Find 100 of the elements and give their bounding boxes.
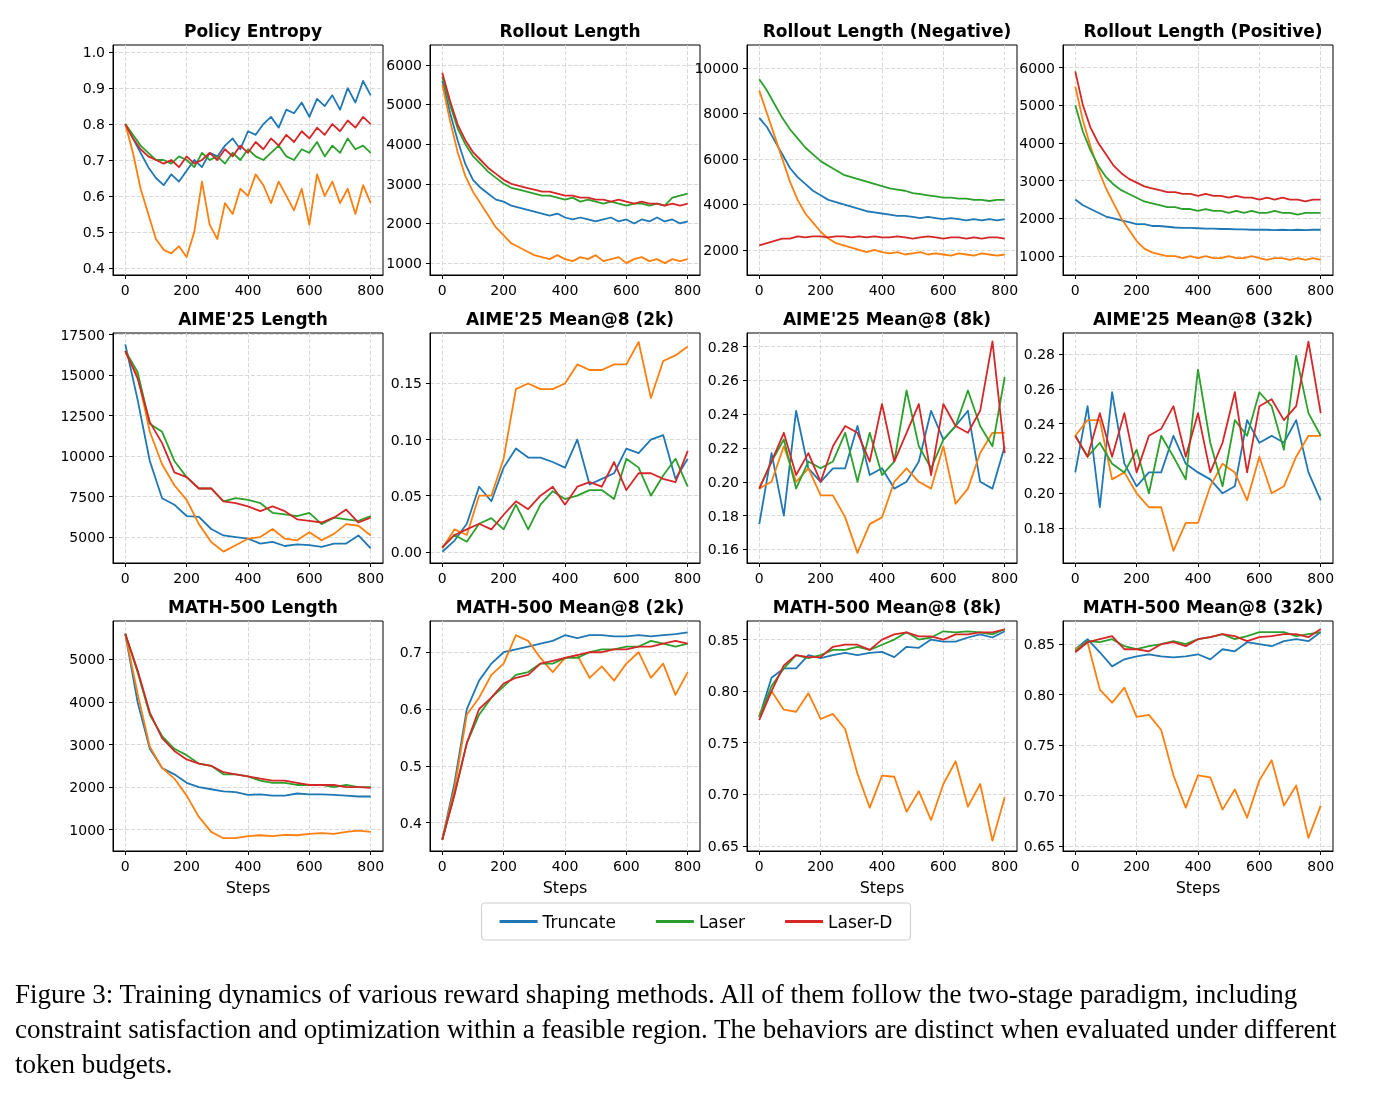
line-series — [758, 431, 1006, 554]
y-tick-label: 1000 — [386, 255, 422, 272]
y-tick-label: 10000 — [60, 448, 105, 465]
x-tick-label: 0 — [120, 570, 130, 586]
y-tick-label: 5000 — [386, 96, 422, 113]
x-tick-label: 200 — [490, 282, 517, 298]
line-series — [1074, 340, 1322, 474]
x-tick-label: 0 — [754, 858, 764, 874]
line-series — [758, 116, 1006, 222]
x-tick-label: 400 — [551, 570, 579, 586]
y-tick-label: 0.8 — [82, 116, 105, 133]
chart-title: AIME'25 Mean@8 (2k) — [465, 308, 675, 329]
chart-title: MATH-500 Mean@8 (8k) — [772, 596, 1002, 617]
y-tick-label: 0.80 — [1023, 686, 1055, 703]
legend-label: Truncate — [541, 911, 616, 932]
line-series — [1074, 641, 1322, 839]
y-tick-label: 0.70 — [707, 786, 739, 803]
line-series — [441, 434, 689, 553]
chart-title: Policy Entropy — [183, 20, 323, 41]
y-tick-label: 0.22 — [1023, 450, 1055, 467]
legend-label: Laser-D — [828, 911, 893, 932]
line-series — [441, 83, 689, 264]
caption: Figure 3: Training dynamics of various reward shaping methods. All of them follow the two-stage paradigm, including constraint satisfaction and optimization within a feasible region. The behaviors are distinct when evaluated under different token budgets. — [15, 978, 1344, 1079]
x-tick-label: 400 — [234, 570, 262, 586]
x-tick-label: 0 — [1070, 570, 1080, 586]
line-series — [758, 78, 1006, 202]
y-tick-label: 0.5 — [399, 757, 422, 774]
line-series — [1074, 70, 1322, 203]
y-tick-label: 0.7 — [82, 152, 105, 168]
x-tick-label: 400 — [551, 858, 579, 874]
line-series — [758, 409, 1006, 525]
x-tick-label: 200 — [807, 282, 834, 298]
y-tick-label: 1000 — [1019, 248, 1055, 265]
x-tick-label: 600 — [930, 858, 957, 874]
y-tick-label: 7500 — [69, 488, 105, 505]
x-tick-label: 0 — [437, 570, 447, 586]
y-tick-label: 2000 — [69, 779, 105, 796]
y-tick-label: 0.7 — [399, 644, 422, 661]
y-tick-label: 0.10 — [390, 431, 422, 448]
x-tick-label: 800 — [1307, 858, 1335, 874]
y-tick-label: 0.6 — [82, 187, 106, 204]
y-tick-label: 0.28 — [1023, 345, 1055, 362]
x-tick-label: 400 — [234, 282, 262, 298]
y-tick-label: 10000 — [694, 59, 739, 76]
y-tick-label: 0.18 — [707, 507, 739, 524]
line-series — [1074, 198, 1322, 232]
x-tick-label: 400 — [868, 858, 896, 874]
y-tick-label: 0.75 — [707, 734, 739, 751]
x-tick-label: 600 — [1246, 282, 1273, 298]
y-tick-label: 0.70 — [1023, 787, 1055, 804]
y-tick-label: 6000 — [1019, 59, 1055, 76]
y-tick-label: 4000 — [69, 693, 105, 710]
y-tick-label: 12500 — [60, 407, 105, 424]
y-tick-label: 0.00 — [390, 543, 422, 560]
x-tick-label: 600 — [613, 858, 640, 874]
x-tick-label: 200 — [490, 570, 517, 586]
chart-title: MATH-500 Mean@8 (2k) — [455, 596, 685, 617]
x-tick-label: 400 — [1184, 570, 1212, 586]
x-tick-label: 400 — [234, 858, 262, 874]
line-series — [124, 123, 372, 258]
y-tick-label: 2000 — [1019, 210, 1055, 227]
x-tick-label: 0 — [437, 858, 447, 874]
y-tick-label: 4000 — [1019, 135, 1055, 152]
y-tick-label: 4000 — [386, 136, 422, 153]
x-tick-label: 600 — [296, 858, 323, 874]
line-series — [1074, 631, 1322, 668]
x-tick-label: 0 — [120, 858, 130, 874]
y-tick-label: 3000 — [69, 736, 105, 753]
x-tick-label: 200 — [1123, 570, 1150, 586]
line-series — [758, 690, 1006, 842]
y-tick-label: 0.6 — [399, 701, 423, 718]
y-tick-label: 0.85 — [707, 631, 739, 648]
y-tick-label: 5000 — [1019, 97, 1055, 114]
y-tick-label: 0.5 — [82, 223, 105, 240]
y-tick-label: 0.65 — [707, 837, 739, 854]
x-tick-label: 800 — [991, 570, 1019, 586]
x-tick-label: 0 — [437, 282, 447, 298]
y-tick-label: 5000 — [69, 529, 105, 546]
y-tick-label: 0.05 — [390, 487, 422, 504]
y-tick-label: 0.26 — [707, 372, 740, 389]
y-tick-label: 3000 — [386, 175, 422, 192]
line-series — [1074, 391, 1322, 509]
y-tick-label: 1.0 — [82, 44, 105, 61]
x-tick-label: 200 — [173, 858, 200, 874]
y-tick-label: 1000 — [69, 821, 105, 838]
line-series — [1074, 85, 1322, 261]
x-tick-label: 400 — [868, 282, 896, 298]
y-tick-label: 3000 — [1019, 172, 1055, 189]
x-tick-label: 0 — [1070, 282, 1080, 298]
x-tick-label: 800 — [357, 858, 385, 874]
y-tick-label: 2000 — [386, 215, 422, 232]
x-tick-label: 400 — [1184, 858, 1212, 874]
x-tick-label: 600 — [930, 282, 957, 298]
y-tick-label: 15000 — [60, 367, 105, 384]
y-tick-label: 0.75 — [1023, 737, 1055, 754]
x-tick-label: 800 — [674, 858, 702, 874]
x-axis-title: Steps — [859, 877, 905, 897]
y-tick-label: 0.80 — [707, 683, 739, 700]
legend-label: Laser — [698, 911, 746, 932]
x-tick-label: 800 — [674, 282, 702, 298]
